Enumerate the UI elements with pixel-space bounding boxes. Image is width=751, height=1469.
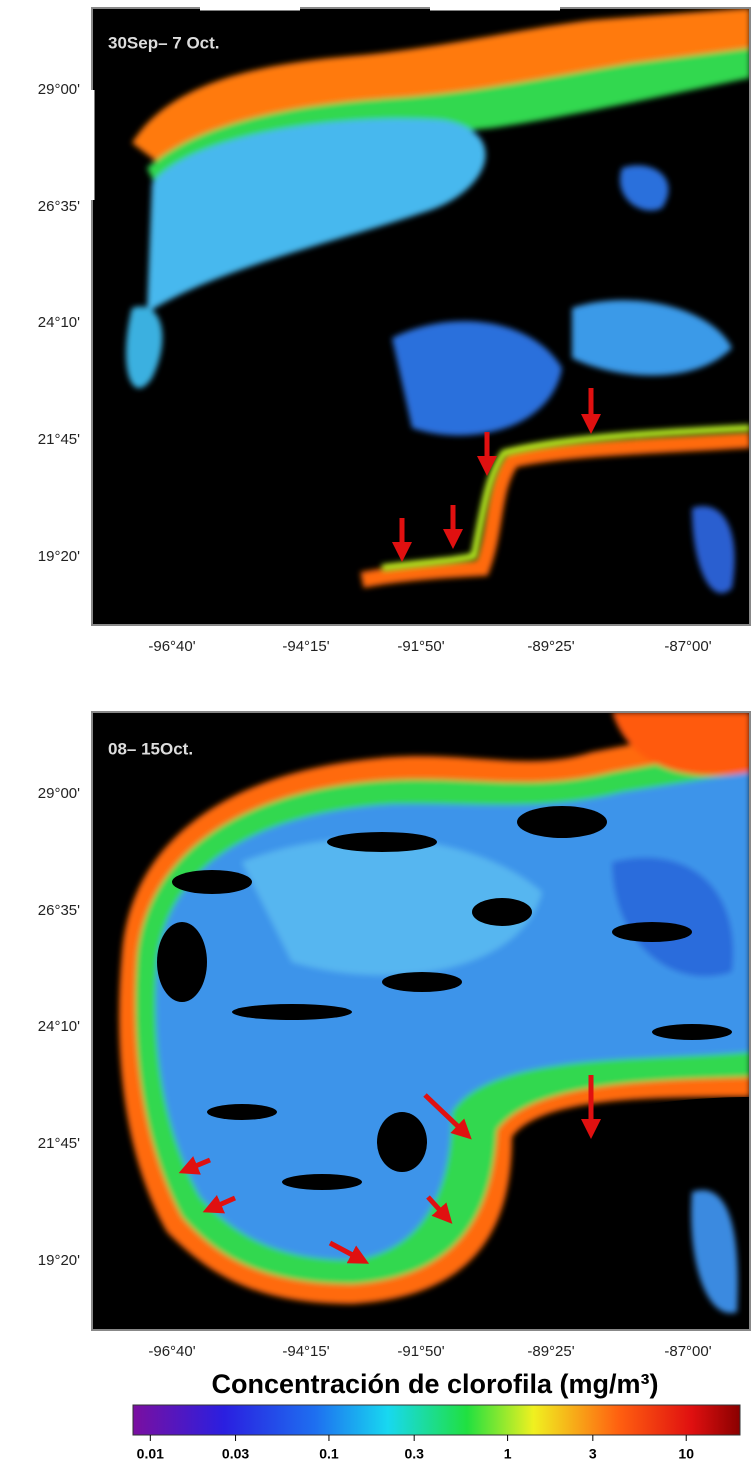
latitude-label: 21°45' — [38, 431, 80, 448]
longitude-label: -96°40' — [148, 638, 195, 655]
colorbar-tick-label: 10 — [678, 1446, 694, 1462]
colorbar-tick-label: 1 — [504, 1446, 512, 1462]
longitude-label: -94°15' — [282, 1343, 329, 1360]
longitude-label: -87°00' — [664, 638, 711, 655]
latitude-label: 29°00' — [38, 785, 80, 802]
longitude-label: -94°15' — [282, 638, 329, 655]
latitude-label: 26°35' — [38, 198, 80, 215]
map-panel — [92, 712, 750, 1330]
colorbar-tick-label: 0.01 — [137, 1446, 164, 1462]
page: 30Sep– 7 Oct. 08– 15Oct. Concentración d… — [0, 0, 751, 1469]
panel-label: 08– 15Oct. — [108, 739, 193, 758]
figure: 30Sep– 7 Oct. 08– 15Oct. Concentración d… — [0, 0, 751, 1469]
latitude-label: 26°35' — [38, 902, 80, 919]
longitude-label: -89°25' — [527, 1343, 574, 1360]
colorbar-tick-label: 0.03 — [222, 1446, 249, 1462]
longitude-label: -91°50' — [397, 638, 444, 655]
panel-label: 30Sep– 7 Oct. — [108, 33, 220, 52]
longitude-label: -89°25' — [527, 638, 574, 655]
colorbar-title: Concentración de clorofila (mg/m³) — [211, 1369, 658, 1399]
colorbar-tick-label: 0.1 — [319, 1446, 339, 1462]
longitude-label: -87°00' — [664, 1343, 711, 1360]
map-panel — [92, 8, 750, 625]
latitude-label: 19°20' — [38, 548, 80, 565]
longitude-label: -91°50' — [397, 1343, 444, 1360]
colorbar-tick-label: 0.3 — [404, 1446, 424, 1462]
colorbar — [133, 1405, 740, 1435]
latitude-label: 29°00' — [38, 81, 80, 98]
latitude-label: 19°20' — [38, 1252, 80, 1269]
longitude-label: -96°40' — [148, 1343, 195, 1360]
latitude-label: 21°45' — [38, 1135, 80, 1152]
colorbar-tick-label: 3 — [589, 1446, 597, 1462]
latitude-label: 24°10' — [38, 314, 80, 331]
latitude-label: 24°10' — [38, 1018, 80, 1035]
